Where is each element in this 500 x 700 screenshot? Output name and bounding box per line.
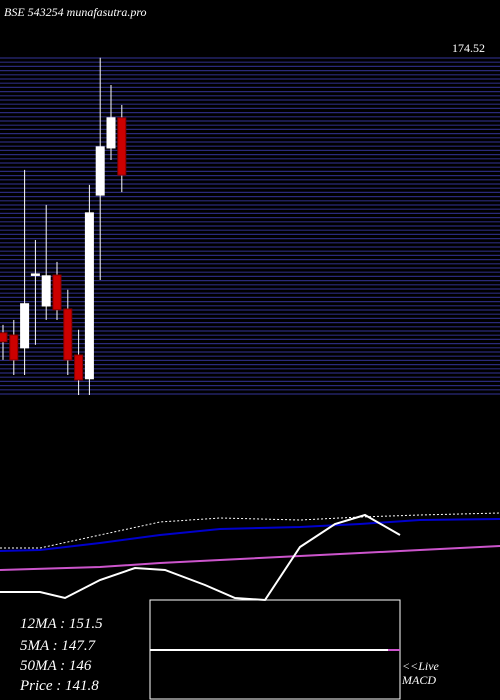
- price-label: 174.52: [452, 41, 485, 55]
- candle-body: [106, 117, 116, 149]
- candle-body: [20, 303, 30, 349]
- stat: Price : 141.8: [19, 678, 99, 694]
- stat: 5MA : 147.7: [20, 638, 97, 654]
- candle-body: [52, 274, 62, 311]
- ma-line: [0, 513, 401, 602]
- candle-body: [30, 273, 40, 276]
- candle-body: [84, 212, 94, 380]
- stat: 12MA : 151.5: [20, 616, 103, 632]
- macd-label: <<Live: [402, 659, 440, 673]
- candle-body: [63, 308, 73, 361]
- candle-body: [9, 334, 19, 361]
- macd-label: MACD: [401, 673, 436, 687]
- candle-body: [117, 117, 127, 176]
- ma-line: [0, 545, 500, 571]
- candle-body: [0, 332, 8, 343]
- candle-body: [95, 146, 105, 196]
- stat: 50MA : 146: [20, 658, 92, 674]
- candle-body: [74, 354, 84, 381]
- candle-body: [41, 275, 51, 307]
- chart-title: BSE 543254 munafasutra.pro: [4, 5, 147, 19]
- ma-line: [0, 512, 500, 549]
- ma-line: [0, 518, 500, 552]
